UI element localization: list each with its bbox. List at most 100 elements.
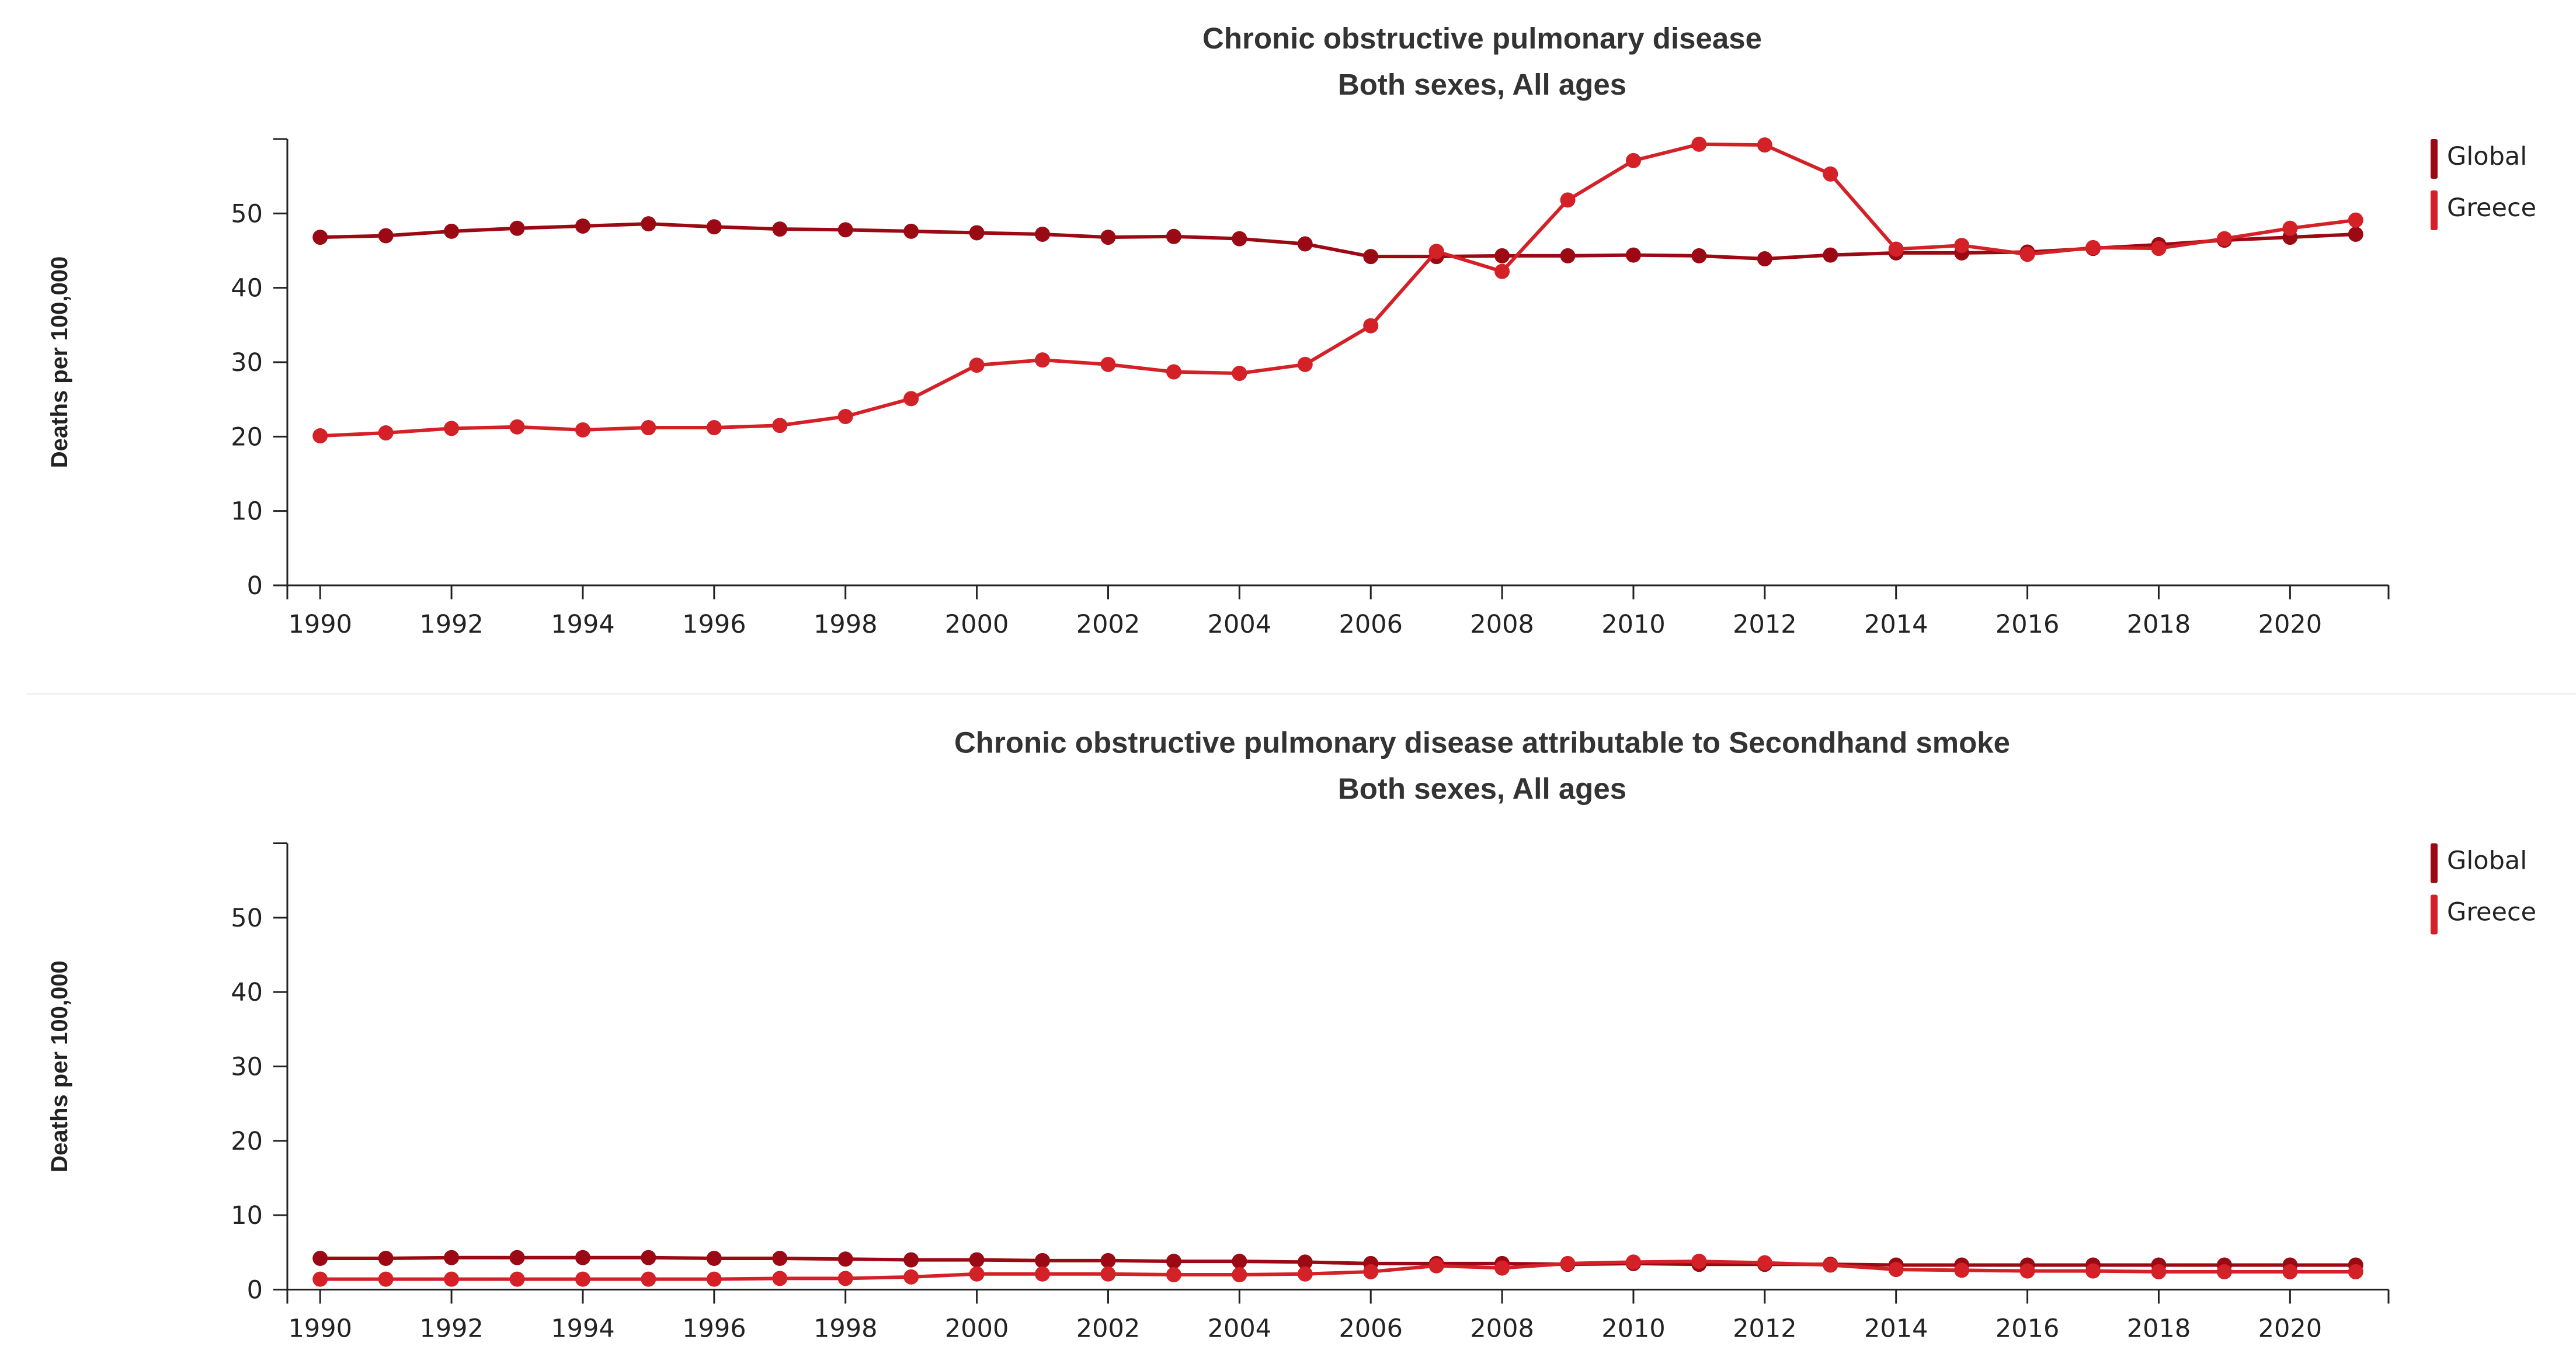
data-point[interactable] [706, 420, 722, 436]
data-point[interactable] [1035, 226, 1051, 242]
data-point[interactable] [1691, 136, 1707, 152]
data-point[interactable] [2282, 220, 2298, 236]
data-point[interactable] [2282, 1264, 2298, 1279]
data-point[interactable] [575, 1271, 590, 1287]
data-point[interactable] [641, 1271, 656, 1287]
data-point[interactable] [444, 223, 460, 239]
data-point[interactable] [1823, 247, 1838, 263]
data-point[interactable] [1691, 248, 1707, 263]
data-point[interactable] [2151, 241, 2167, 256]
data-point[interactable] [1100, 230, 1116, 245]
data-point[interactable] [1297, 356, 1313, 372]
data-point[interactable] [1100, 356, 1116, 372]
data-point[interactable] [2216, 1264, 2232, 1279]
data-point[interactable] [444, 1250, 460, 1265]
data-point[interactable] [312, 1251, 328, 1267]
legend-label[interactable]: Greece [2447, 193, 2536, 223]
data-point[interactable] [1100, 1252, 1116, 1268]
data-point[interactable] [1757, 137, 1772, 153]
legend-label[interactable]: Global [2447, 846, 2527, 876]
data-point[interactable] [575, 1250, 590, 1265]
data-point[interactable] [903, 1269, 919, 1285]
data-point[interactable] [2348, 1264, 2363, 1279]
data-point[interactable] [312, 230, 328, 245]
data-point[interactable] [378, 425, 394, 440]
data-point[interactable] [903, 391, 919, 407]
data-point[interactable] [1100, 1266, 1116, 1282]
data-point[interactable] [1888, 241, 1904, 257]
data-point[interactable] [1035, 1252, 1051, 1268]
data-point[interactable] [378, 228, 394, 244]
data-point[interactable] [1494, 248, 1510, 263]
data-point[interactable] [1035, 1266, 1051, 1282]
data-point[interactable] [378, 1251, 394, 1267]
data-point[interactable] [772, 1271, 788, 1286]
legend-label[interactable]: Greece [2447, 898, 2536, 927]
data-point[interactable] [509, 1250, 525, 1265]
data-point[interactable] [1166, 228, 1181, 244]
data-point[interactable] [1625, 247, 1641, 263]
data-point[interactable] [1363, 249, 1379, 265]
data-point[interactable] [706, 1271, 722, 1287]
data-point[interactable] [837, 1271, 853, 1286]
data-point[interactable] [969, 1252, 985, 1268]
data-point[interactable] [772, 221, 788, 237]
data-point[interactable] [1166, 1254, 1181, 1269]
data-point[interactable] [1363, 1264, 1379, 1279]
data-point[interactable] [1757, 1255, 1772, 1271]
data-point[interactable] [575, 218, 590, 234]
data-point[interactable] [706, 1251, 722, 1267]
data-point[interactable] [641, 1250, 656, 1265]
data-point[interactable] [1494, 1260, 1510, 1276]
data-point[interactable] [772, 418, 788, 433]
data-point[interactable] [641, 420, 656, 436]
data-point[interactable] [903, 223, 919, 239]
data-point[interactable] [772, 1251, 788, 1267]
data-point[interactable] [1494, 263, 1510, 279]
data-point[interactable] [1297, 236, 1313, 252]
data-point[interactable] [1560, 192, 1576, 208]
data-point[interactable] [2019, 1263, 2035, 1279]
data-point[interactable] [641, 216, 656, 232]
data-point[interactable] [706, 219, 722, 235]
data-point[interactable] [903, 1252, 919, 1268]
data-point[interactable] [1166, 364, 1181, 380]
data-point[interactable] [1297, 1266, 1313, 1282]
data-point[interactable] [509, 419, 525, 435]
data-point[interactable] [969, 1266, 985, 1282]
data-point[interactable] [378, 1271, 394, 1287]
data-point[interactable] [509, 1271, 525, 1287]
data-point[interactable] [1823, 1257, 1838, 1273]
data-point[interactable] [1823, 166, 1838, 182]
data-point[interactable] [1625, 152, 1641, 168]
data-point[interactable] [1560, 248, 1576, 263]
data-point[interactable] [1035, 352, 1051, 368]
data-point[interactable] [2151, 1264, 2167, 1279]
data-point[interactable] [1428, 244, 1444, 259]
data-point[interactable] [1363, 318, 1379, 334]
data-point[interactable] [837, 1251, 853, 1267]
data-point[interactable] [1166, 1267, 1181, 1283]
data-point[interactable] [2085, 240, 2101, 255]
legend-label[interactable]: Global [2447, 142, 2527, 171]
data-point[interactable] [444, 1271, 460, 1287]
data-point[interactable] [1691, 1254, 1707, 1269]
data-point[interactable] [1625, 1254, 1641, 1270]
data-point[interactable] [1297, 1254, 1313, 1270]
data-point[interactable] [444, 421, 460, 436]
data-point[interactable] [1232, 366, 1247, 381]
data-point[interactable] [312, 428, 328, 444]
data-point[interactable] [1954, 1262, 1970, 1278]
data-point[interactable] [2348, 226, 2363, 242]
data-point[interactable] [312, 1271, 328, 1287]
data-point[interactable] [2216, 231, 2232, 247]
data-point[interactable] [1232, 231, 1247, 247]
data-point[interactable] [969, 225, 985, 241]
data-point[interactable] [2085, 1263, 2101, 1279]
data-point[interactable] [2019, 247, 2035, 262]
data-point[interactable] [2348, 212, 2363, 228]
data-point[interactable] [1560, 1255, 1576, 1271]
data-point[interactable] [1428, 1258, 1444, 1274]
data-point[interactable] [837, 408, 853, 424]
data-point[interactable] [1757, 251, 1772, 267]
